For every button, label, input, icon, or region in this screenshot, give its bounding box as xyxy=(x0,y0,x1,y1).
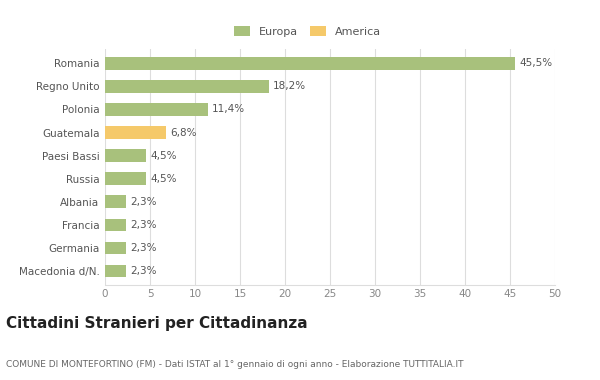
Bar xyxy=(105,103,208,116)
Bar xyxy=(105,126,166,139)
Text: COMUNE DI MONTEFORTINO (FM) - Dati ISTAT al 1° gennaio di ogni anno - Elaborazio: COMUNE DI MONTEFORTINO (FM) - Dati ISTAT… xyxy=(6,359,464,369)
Text: 11,4%: 11,4% xyxy=(212,105,245,114)
Text: 2,3%: 2,3% xyxy=(130,220,157,230)
Bar xyxy=(105,173,146,185)
Text: 6,8%: 6,8% xyxy=(170,128,197,138)
Text: 2,3%: 2,3% xyxy=(130,197,157,207)
Text: 18,2%: 18,2% xyxy=(273,81,307,91)
Bar xyxy=(105,80,269,93)
Text: 2,3%: 2,3% xyxy=(130,266,157,276)
Bar xyxy=(105,57,515,70)
Bar xyxy=(105,195,126,208)
Legend: Europa, America: Europa, America xyxy=(232,24,383,39)
Bar xyxy=(105,149,146,162)
Text: Cittadini Stranieri per Cittadinanza: Cittadini Stranieri per Cittadinanza xyxy=(6,316,308,331)
Text: 4,5%: 4,5% xyxy=(150,174,176,184)
Text: 4,5%: 4,5% xyxy=(150,150,176,161)
Text: 2,3%: 2,3% xyxy=(130,243,157,253)
Bar xyxy=(105,242,126,254)
Bar xyxy=(105,218,126,231)
Bar xyxy=(105,265,126,277)
Text: 45,5%: 45,5% xyxy=(519,58,552,68)
